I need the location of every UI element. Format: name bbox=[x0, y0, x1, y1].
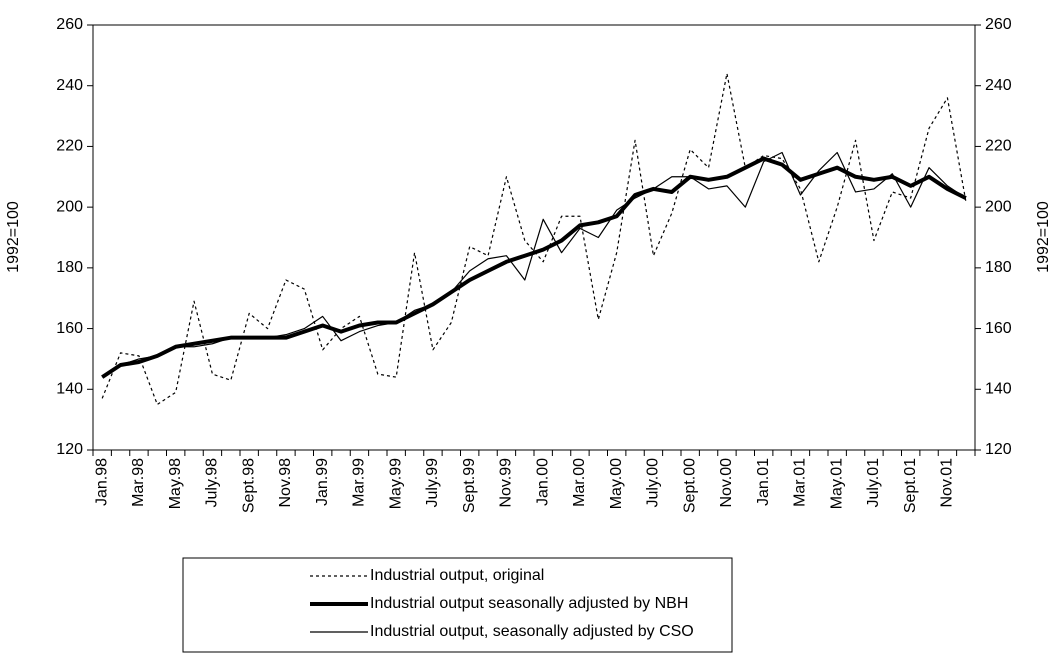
x-tick-label: July.01 bbox=[865, 458, 882, 508]
x-tick-label: Jan.98 bbox=[93, 458, 110, 506]
legend-label: Industrial output, original bbox=[370, 567, 544, 584]
y2-tick-label: 180 bbox=[985, 259, 1012, 276]
x-tick-label: Nov.00 bbox=[718, 458, 735, 508]
y-tick-label: 240 bbox=[56, 77, 83, 94]
legend-box bbox=[182, 557, 733, 653]
y-tick-label: 120 bbox=[56, 441, 83, 458]
y2-tick-label: 140 bbox=[985, 381, 1012, 398]
y-axis-label: 1992=100 bbox=[5, 201, 22, 273]
y-tick-label: 140 bbox=[56, 381, 83, 398]
x-tick-label: July.99 bbox=[424, 458, 441, 508]
y2-tick-label: 120 bbox=[985, 441, 1012, 458]
legend-label: Industrial output, seasonally adjusted b… bbox=[370, 623, 694, 640]
x-tick-label: May.00 bbox=[608, 458, 625, 509]
y-tick-label: 260 bbox=[56, 16, 83, 33]
x-tick-label: Nov.01 bbox=[939, 458, 956, 508]
x-tick-label: Sept.01 bbox=[902, 458, 919, 513]
y2-axis-label: 1992=100 bbox=[1035, 201, 1052, 273]
y-tick-label: 200 bbox=[56, 198, 83, 215]
x-tick-label: July.00 bbox=[645, 458, 662, 508]
x-tick-label: May.99 bbox=[387, 458, 404, 509]
x-tick-label: Nov.98 bbox=[277, 458, 294, 508]
x-tick-label: May.98 bbox=[167, 458, 184, 509]
series-line bbox=[101, 151, 967, 378]
y-tick-label: 180 bbox=[56, 259, 83, 276]
series-line bbox=[101, 72, 967, 406]
x-tick-label: Jan.01 bbox=[755, 458, 772, 506]
x-tick-label: Mar.99 bbox=[351, 458, 368, 507]
x-tick-label: Sept.99 bbox=[461, 458, 478, 513]
x-tick-label: Jan.99 bbox=[314, 458, 331, 506]
x-tick-label: Sept.98 bbox=[240, 458, 257, 513]
y-tick-label: 220 bbox=[56, 138, 83, 155]
x-tick-label: Mar.01 bbox=[792, 458, 809, 507]
y2-tick-label: 220 bbox=[985, 138, 1012, 155]
y2-tick-label: 200 bbox=[985, 198, 1012, 215]
legend-label: Industrial output seasonally adjusted by… bbox=[370, 595, 688, 612]
y2-tick-label: 240 bbox=[985, 77, 1012, 94]
x-tick-label: July.98 bbox=[204, 458, 221, 508]
x-tick-label: Mar.00 bbox=[571, 458, 588, 507]
x-tick-label: Sept.00 bbox=[681, 458, 698, 513]
x-tick-label: Jan.00 bbox=[534, 458, 551, 506]
y2-tick-label: 160 bbox=[985, 320, 1012, 337]
y2-tick-label: 260 bbox=[985, 16, 1012, 33]
x-tick-label: Mar.98 bbox=[130, 458, 147, 507]
x-tick-label: May.01 bbox=[828, 458, 845, 509]
x-tick-label: Nov.99 bbox=[498, 458, 515, 508]
y-tick-label: 160 bbox=[56, 320, 83, 337]
